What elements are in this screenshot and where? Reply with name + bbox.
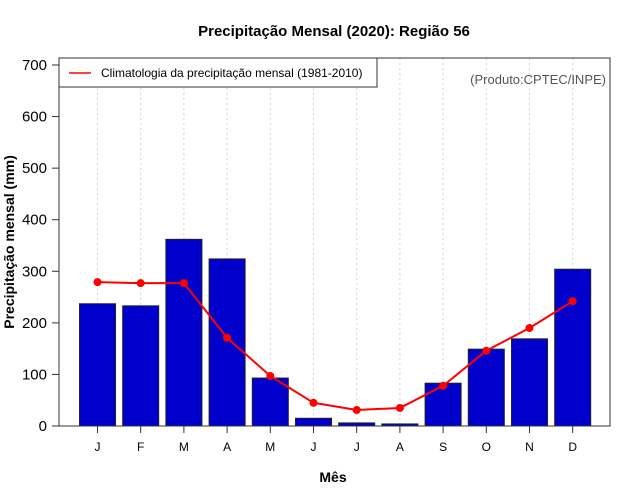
climatology-point-7: [395, 403, 404, 412]
x-tick-label: A: [396, 440, 404, 454]
climatology-point-3: [223, 333, 232, 342]
bar-1: [122, 305, 160, 427]
y-axis: 0 100 200 300 400 500 600 700: [22, 57, 59, 435]
bar-4: [251, 377, 289, 427]
climatology-point-10: [525, 324, 534, 333]
climatology-point-2: [179, 279, 188, 288]
climatology-point-9: [482, 346, 491, 355]
credit-annotation: (Produto:CPTEC/INPE): [470, 72, 606, 87]
climatology-point-11: [568, 297, 577, 306]
climatology-point-6: [352, 406, 361, 415]
y-tick-label: 600: [22, 109, 47, 126]
x-tick-label: O: [482, 440, 491, 454]
y-tick-label: 0: [39, 418, 47, 435]
legend: Climatologia da precipitação mensal (198…: [58, 57, 378, 88]
bars-group: [79, 238, 592, 427]
climatology-point-5: [309, 398, 318, 407]
x-tick-label: S: [439, 440, 447, 454]
y-tick-label: 200: [22, 315, 47, 332]
climatology-point-1: [136, 279, 145, 288]
bar-0: [79, 303, 116, 427]
climatology-line-group: [93, 278, 577, 415]
y-tick-label: 300: [22, 263, 47, 280]
bar-2: [165, 238, 203, 427]
x-tick-label: J: [311, 440, 317, 454]
x-tick-label: M: [265, 440, 275, 454]
x-tick-label: A: [223, 440, 231, 454]
climatology-line: [97, 281, 574, 412]
bar-3: [208, 258, 246, 427]
y-tick-label: 100: [22, 366, 47, 383]
bar-5: [295, 417, 332, 427]
x-tick-label: D: [568, 440, 577, 454]
y-tick-label: 700: [22, 57, 47, 74]
x-tick-label: N: [525, 440, 534, 454]
bar-8: [424, 382, 462, 427]
x-tick-label: F: [137, 440, 144, 454]
climatology-point-4: [266, 371, 275, 380]
y-tick-label: 400: [22, 212, 47, 229]
y-axis-label: Precipitação mensal (mm): [1, 155, 17, 329]
x-axis-label: Mês: [319, 469, 346, 485]
bar-9: [467, 348, 505, 427]
y-tick-label: 500: [22, 160, 47, 177]
climatology-point-8: [439, 381, 448, 390]
x-tick-label: J: [354, 440, 360, 454]
bar-11: [554, 268, 592, 427]
legend-box: [58, 57, 378, 88]
climatology-point-0: [93, 278, 102, 287]
bar-10: [511, 338, 548, 427]
legend-entry-climatology: Climatologia da precipitação mensal (198…: [101, 66, 362, 80]
chart-title: Precipitação Mensal (2020): Região 56: [198, 23, 470, 40]
x-tick-label: M: [179, 440, 189, 454]
x-tick-label: J: [95, 440, 101, 454]
